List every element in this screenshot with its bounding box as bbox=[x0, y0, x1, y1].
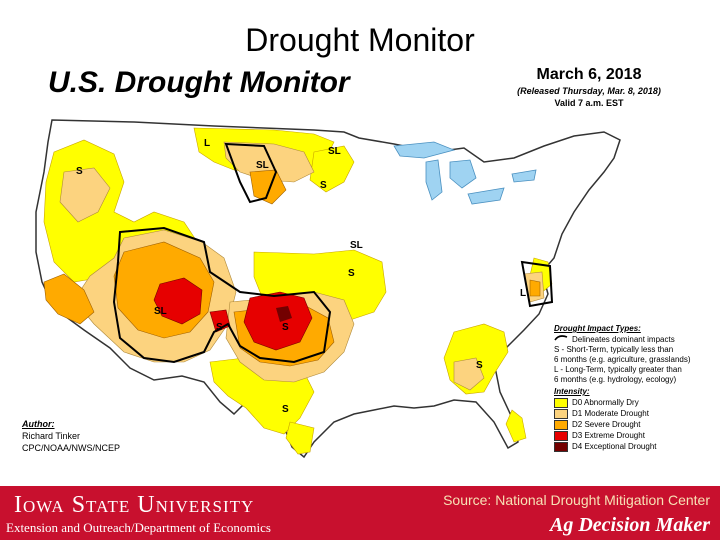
label-sl-dakota: SL bbox=[256, 160, 269, 171]
intensity-legend-row: D3 Extreme Drought bbox=[554, 430, 714, 441]
label-s-texas-north: S bbox=[282, 322, 289, 333]
intensity-label: D2 Severe Drought bbox=[572, 419, 641, 429]
label-sl-nebraska: SL bbox=[350, 240, 363, 251]
map-legend: Drought Impact Types: Delineates dominan… bbox=[554, 324, 714, 452]
footer-bar: Iowa State University Source: National D… bbox=[0, 486, 720, 540]
impact-s-line2: 6 months (e.g. agriculture, grasslands) bbox=[554, 355, 691, 364]
intensity-swatch bbox=[554, 408, 568, 419]
map-date: March 6, 2018 bbox=[536, 66, 642, 83]
intensity-swatch bbox=[554, 430, 568, 441]
slide-title: Drought Monitor bbox=[245, 22, 475, 58]
source-credit: Source: National Drought Mitigation Cent… bbox=[443, 492, 710, 508]
impact-s-line1: S - Short-Term, typically less than bbox=[554, 345, 674, 354]
author-name: Richard Tinker bbox=[22, 431, 81, 441]
great-lakes bbox=[393, 141, 537, 205]
intensity-swatch bbox=[554, 419, 568, 430]
label-l-virginia: L bbox=[520, 288, 526, 299]
author-org: CPC/NOAA/NWS/NCEP bbox=[22, 443, 121, 453]
label-s-newmexico: S bbox=[216, 322, 223, 333]
intensity-legend-row: D4 Exceptional Drought bbox=[554, 441, 714, 452]
impact-l-line2: 6 months (e.g. hydrology, ecology) bbox=[554, 375, 677, 384]
label-sl-minnesota: SL bbox=[328, 146, 341, 157]
extension-text: Extension and Outreach/Department of Eco… bbox=[6, 520, 271, 535]
drought-map-panel: S L SL SL S SL S SL S S S S L U.S. Droug… bbox=[14, 62, 714, 482]
d4-areas bbox=[276, 306, 292, 322]
intensity-legend-header: Intensity: bbox=[554, 387, 590, 396]
impact-boundaries bbox=[112, 142, 554, 364]
label-l-montana: L bbox=[204, 138, 210, 149]
d3-areas bbox=[153, 277, 313, 351]
impact-delineates: Delineates dominant impacts bbox=[572, 334, 675, 344]
intensity-label: D0 Abnormally Dry bbox=[572, 397, 639, 407]
map-title: U.S. Drought Monitor bbox=[48, 66, 350, 99]
label-s-texas-south: S bbox=[282, 404, 289, 415]
intensity-label: D1 Moderate Drought bbox=[572, 408, 649, 418]
date-box: March 6, 2018 (Released Thursday, Mar. 8… bbox=[494, 66, 684, 108]
university-logo-text: Iowa State University bbox=[14, 492, 255, 518]
intensity-swatch bbox=[554, 441, 568, 452]
intensity-legend-row: D1 Moderate Drought bbox=[554, 408, 714, 419]
intensity-swatch bbox=[554, 397, 568, 408]
intensity-legend-items: D0 Abnormally Dry D1 Moderate Drought D2 S… bbox=[554, 397, 714, 452]
intensity-label: D4 Exceptional Drought bbox=[572, 441, 657, 451]
label-s-northwest: S bbox=[76, 166, 83, 177]
intensity-label: D3 Extreme Drought bbox=[572, 430, 645, 440]
us-drought-map: S L SL SL S SL S SL S S S S L bbox=[35, 119, 621, 459]
impact-l-line1: L - Long-Term, typically greater than bbox=[554, 365, 682, 374]
intensity-legend-row: D0 Abnormally Dry bbox=[554, 397, 714, 408]
impact-delineates-row: Delineates dominant impacts bbox=[554, 334, 714, 345]
author-block: Author: Richard Tinker CPC/NOAA/NWS/NCEP bbox=[22, 418, 120, 454]
label-sl-southwest: SL bbox=[154, 306, 167, 317]
label-s-kansas: S bbox=[348, 268, 355, 279]
intensity-legend-row: D2 Severe Drought bbox=[554, 419, 714, 430]
label-s-georgia: S bbox=[476, 360, 483, 371]
impact-legend-header: Drought Impact Types: bbox=[554, 324, 641, 333]
released-date: (Released Thursday, Mar. 8, 2018) bbox=[517, 86, 661, 96]
author-header: Author: bbox=[22, 419, 55, 429]
valid-time: Valid 7 a.m. EST bbox=[554, 98, 624, 108]
delineates-line-icon bbox=[554, 334, 568, 345]
ag-decision-maker-brand: Ag Decision Maker bbox=[550, 514, 710, 536]
label-s-minnesota: S bbox=[320, 180, 327, 191]
